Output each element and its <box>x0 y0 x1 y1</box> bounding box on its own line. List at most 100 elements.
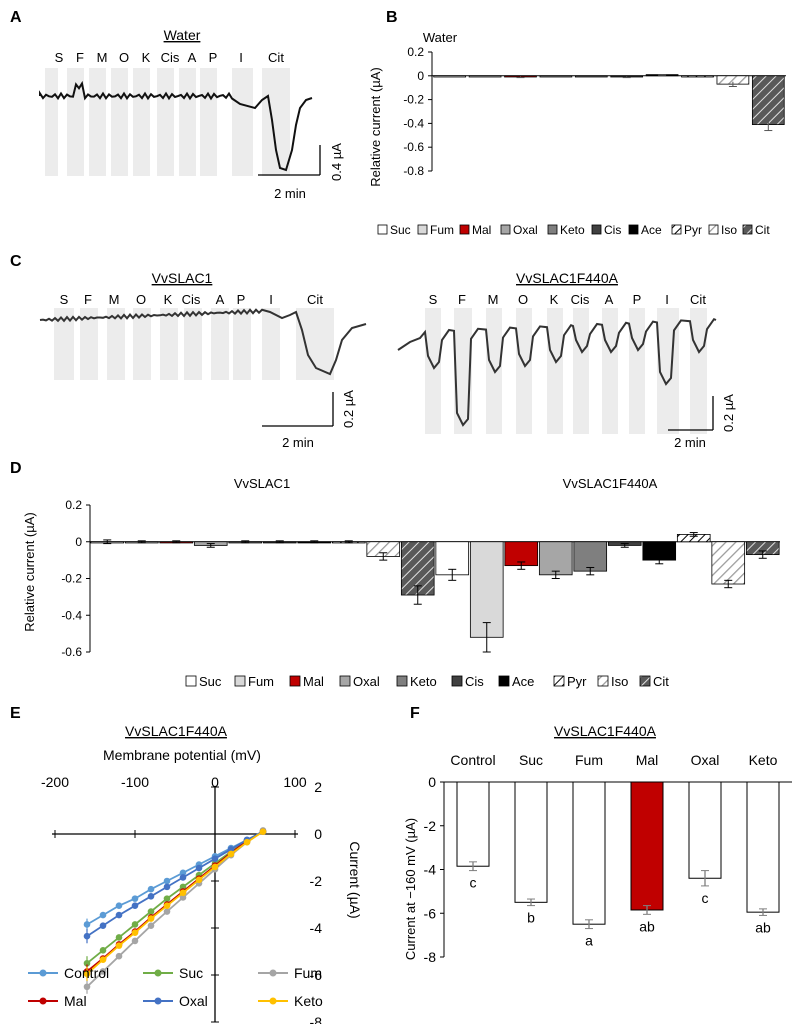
panel-b-bar-oxal <box>539 75 573 78</box>
panel-d-y-tick-label: 0.2 <box>65 498 82 512</box>
panel-label-e: E <box>10 705 21 722</box>
panel-label-c: C <box>10 253 22 270</box>
legend-swatch-ace <box>498 675 510 687</box>
panel-c-right-scale-y-label: 0.2 µA <box>721 394 736 432</box>
panel-e-point-control <box>147 885 155 893</box>
panel-a-trace: Water S F M O K Cis A P I Cit 0.4 µA 2 min <box>39 27 344 201</box>
legend-swatch-keto <box>547 224 558 235</box>
legend-label-oxal: Oxal <box>513 223 538 237</box>
panel-b-y-tick-label: -0.6 <box>403 140 424 154</box>
legend-label-cit: Cit <box>755 223 770 237</box>
panel-label-d: D <box>10 460 22 477</box>
panel-e-point-keto <box>195 876 203 884</box>
panel-d-y-label: Relative current (µA) <box>22 512 37 631</box>
panel-b-bar-pyr <box>681 75 714 78</box>
panel-b-y-tick-label: -0.4 <box>403 116 424 130</box>
panel-e-point-control <box>83 921 91 928</box>
panel-label-a: A <box>10 9 22 26</box>
panel-e-y-tick-label: -8 <box>310 1014 323 1024</box>
panel-a-stim-label: F <box>76 50 84 65</box>
panel-f-significance-letter: c <box>702 890 709 906</box>
stimulus-shade <box>54 308 74 380</box>
legend-label-keto: Keto <box>560 223 585 237</box>
panel-e-point-oxal <box>131 902 139 909</box>
panel-c-right-title: VvSLAC1F440A <box>516 270 619 286</box>
panel-label-b: B <box>386 9 398 26</box>
panel-b-y-label: Relative current (µA) <box>368 67 383 186</box>
panel-f-y-tick-label: -2 <box>424 818 437 834</box>
panel-e-point-suc <box>163 895 171 902</box>
panel-f-significance-letter: ab <box>755 919 771 935</box>
panel-f-bar-fum <box>572 781 606 925</box>
panel-c-left-stim-label: F <box>84 292 92 307</box>
panel-e-point-keto <box>259 828 267 835</box>
panel-f-category-label-mal: Mal <box>636 752 659 768</box>
panel-d-legend: Suc Fum Mal Oxal Keto Cis Ace Pyr Iso Cit <box>185 674 669 689</box>
panel-e-point-keto <box>179 889 187 897</box>
stimulus-shade <box>111 68 128 176</box>
panel-e-y-tick-label: 2 <box>314 779 322 795</box>
panel-c-right-stim-label: M <box>488 292 499 307</box>
panel-f-y-tick-label: -8 <box>424 949 437 965</box>
panel-c-left-title: VvSLAC1 <box>152 270 213 286</box>
panel-a-stim-label: O <box>119 50 129 65</box>
panel-e-x-tick-label: -100 <box>121 774 149 790</box>
legend-label-control: Control <box>64 965 109 981</box>
panel-f-significance-letter: ab <box>639 918 655 934</box>
panel-a-stim-label: Cit <box>268 50 284 65</box>
panel-e-point-keto <box>243 838 251 846</box>
panel-c-right-stim-label: F <box>458 292 466 307</box>
legend-swatch-fum <box>417 224 428 235</box>
panel-e-x-tick-label: 100 <box>283 774 307 790</box>
panel-c-right-stim-label: O <box>518 292 528 307</box>
panel-e-point-oxal <box>147 892 155 900</box>
panel-e-point-oxal <box>227 845 235 853</box>
legend-label-mal: Mal <box>303 674 324 689</box>
panel-c-right-stim-label: Cis <box>571 292 590 307</box>
panel-f-significance-letter: c <box>470 875 477 891</box>
legend-marker-control <box>39 969 47 977</box>
panel-e-point-keto <box>227 850 235 858</box>
legend-label-oxal: Oxal <box>179 993 208 1009</box>
panel-c-right-stim-label: I <box>665 292 669 307</box>
stimulus-shade <box>179 68 196 176</box>
panel-f-category-label-suc: Suc <box>519 752 543 768</box>
legend-label-suc: Suc <box>390 223 411 237</box>
panel-d-bar-vvslac1f440a-keto <box>573 541 608 572</box>
panel-c-left-scale-y-label: 0.2 µA <box>341 390 356 428</box>
panel-e-y-tick-label: -6 <box>310 967 323 983</box>
legend-label-fum: Fum <box>294 965 322 981</box>
panel-f-significance-letter: b <box>527 910 535 926</box>
legend-swatch-suc <box>185 675 197 687</box>
legend-marker-oxal <box>154 997 162 1005</box>
legend-label-pyr: Pyr <box>684 223 702 237</box>
panel-e-point-fum <box>131 937 139 945</box>
panel-d-group-title-1: VvSLAC1 <box>234 476 290 491</box>
panel-e-point-oxal <box>211 855 219 862</box>
stimulus-shade <box>547 308 563 434</box>
panel-e-point-oxal <box>99 922 107 929</box>
panel-e-line-keto <box>86 830 264 975</box>
panel-e-point-suc <box>83 959 91 967</box>
panel-f-bar-keto <box>746 781 780 913</box>
panel-e-y-tick-label: -2 <box>310 873 323 889</box>
panel-e-point-keto <box>131 929 139 936</box>
panel-c-left-stim-label: P <box>237 292 246 307</box>
panel-e-chart: VvSLAC1F440A Membrane potential (mV) Cur… <box>28 723 363 1024</box>
legend-swatch-cis <box>591 224 602 235</box>
panel-e-point-control <box>115 902 123 909</box>
panel-e-point-suc <box>147 908 155 915</box>
panel-b-bar-cit <box>751 75 785 125</box>
legend-label-iso: Iso <box>611 674 628 689</box>
legend-label-cis: Cis <box>604 223 621 237</box>
legend-swatch-fum <box>234 675 246 687</box>
stimulus-shade <box>67 68 84 176</box>
panel-e-point-keto <box>83 970 91 978</box>
panel-e-point-fum <box>179 894 187 901</box>
panel-e-x-tick-label: -200 <box>41 774 69 790</box>
panel-c-left-trace <box>39 308 367 376</box>
panel-c-left-stim-label: K <box>164 292 173 307</box>
legend-swatch-cis <box>451 675 463 687</box>
